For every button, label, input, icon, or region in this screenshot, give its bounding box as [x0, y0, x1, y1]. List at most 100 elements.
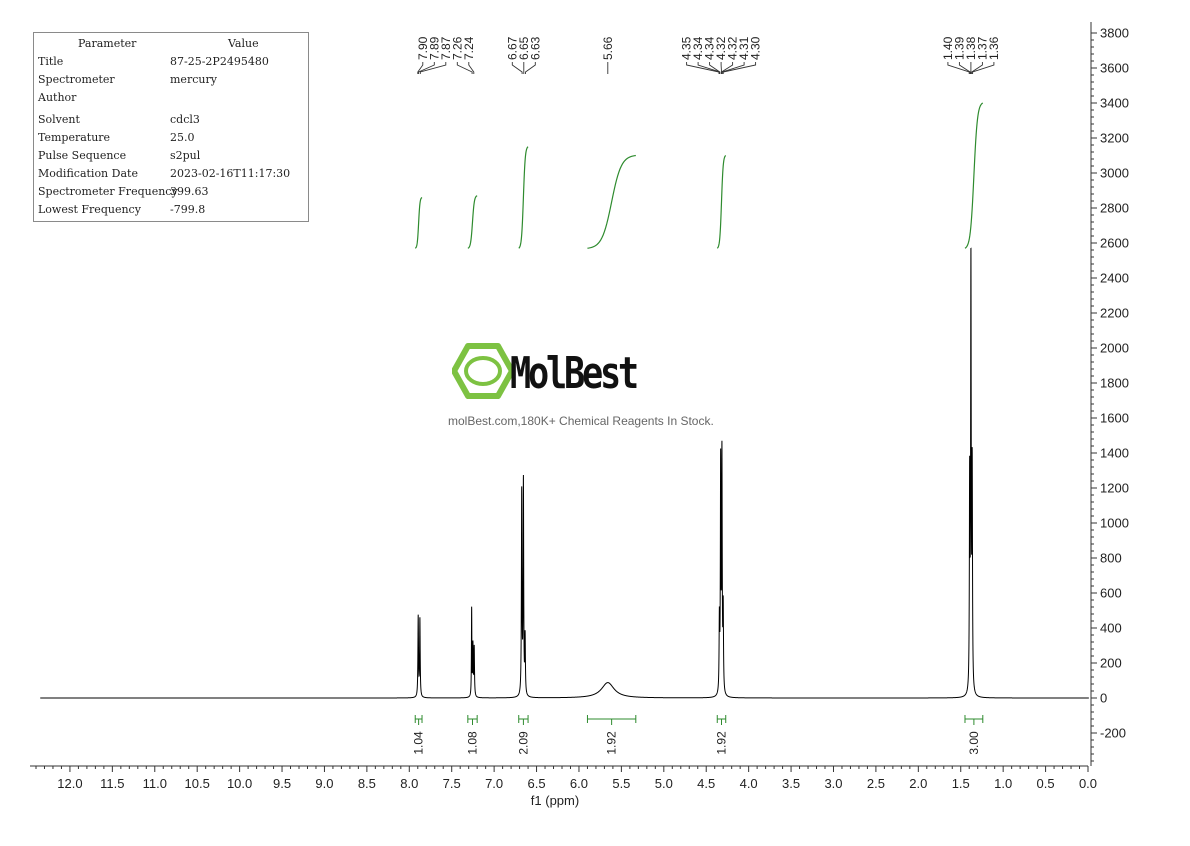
parameter-row: Lowest Frequency -799.8 — [38, 201, 304, 219]
peak-label: 7.24 — [462, 36, 476, 60]
y-tick-label: 2400 — [1100, 271, 1129, 286]
parameter-name: Spectrometer Frequency — [38, 183, 178, 201]
parameter-value: 399.63 — [170, 183, 209, 201]
x-tick-label: 4.0 — [740, 776, 758, 791]
peak-label: 5.66 — [601, 36, 615, 60]
parameter-value: 25.0 — [170, 129, 195, 147]
value-column-header: Value — [228, 35, 259, 53]
x-tick-label: 2.5 — [867, 776, 885, 791]
x-tick-label: 10.5 — [185, 776, 210, 791]
parameter-name: Temperature — [38, 129, 110, 147]
integral-curve — [587, 156, 635, 249]
x-tick-label: 8.5 — [358, 776, 376, 791]
parameter-name: Author — [38, 89, 76, 107]
x-tick-label: 7.5 — [443, 776, 461, 791]
molbest-watermark: MolBest molBest.com,180K+ Chemical Reage… — [440, 340, 750, 440]
parameter-row: Author — [38, 89, 304, 107]
parameter-value: -799.8 — [170, 201, 205, 219]
parameter-name: Title — [38, 53, 63, 71]
x-tick-label: 3.5 — [782, 776, 800, 791]
integral-value: 1.92 — [605, 731, 619, 755]
integral-curve — [717, 156, 725, 249]
x-tick-label: 1.5 — [952, 776, 970, 791]
x-tick-label: 11.0 — [143, 776, 167, 791]
peak-label-connector — [973, 62, 994, 74]
parameter-value: mercury — [170, 71, 217, 89]
parameter-name: Solvent — [38, 111, 80, 129]
y-tick-label: 1600 — [1100, 411, 1129, 426]
x-tick-label: 2.0 — [909, 776, 927, 791]
peak-label-connector — [457, 62, 472, 74]
x-tick-label: 9.0 — [315, 776, 333, 791]
y-axis: -200020040060080010001200140016001800200… — [1091, 22, 1129, 766]
parameter-name: Spectrometer — [38, 71, 115, 89]
parameter-name: Pulse Sequence — [38, 147, 126, 165]
x-tick-label: 9.5 — [273, 776, 291, 791]
integral-curves — [415, 103, 983, 248]
y-tick-label: 0 — [1100, 691, 1107, 706]
integral-value: 2.09 — [516, 731, 530, 755]
parameter-row: Spectrometer mercury — [38, 71, 304, 89]
x-tick-label: 8.0 — [400, 776, 418, 791]
x-tick-label: 7.0 — [485, 776, 503, 791]
y-tick-label: -200 — [1100, 726, 1126, 741]
parameter-table-header: Parameter Value — [38, 35, 304, 53]
watermark-tagline: molBest.com,180K+ Chemical Reagents In S… — [448, 414, 714, 428]
integral-curve — [468, 196, 477, 249]
integral-value: 3.00 — [967, 731, 981, 755]
spectrum-line — [40, 248, 1089, 698]
x-axis-label: f1 (ppm) — [531, 793, 579, 808]
integral-value: 1.92 — [715, 731, 729, 755]
integral-value: 1.08 — [466, 731, 480, 755]
x-tick-label: 0.0 — [1079, 776, 1097, 791]
y-tick-label: 3400 — [1100, 96, 1129, 111]
parameter-value: s2pul — [170, 147, 200, 165]
y-tick-label: 1400 — [1100, 446, 1129, 461]
parameter-row: Title 87-25-2P2495480 — [38, 53, 304, 71]
y-tick-label: 800 — [1100, 551, 1122, 566]
y-tick-label: 3800 — [1100, 26, 1129, 41]
y-tick-label: 1800 — [1100, 376, 1129, 391]
peak-label-connector — [512, 62, 522, 74]
y-tick-label: 2600 — [1100, 236, 1129, 251]
peak-label-connector — [420, 62, 446, 74]
integral-value: 1.04 — [412, 731, 426, 755]
parameter-name: Modification Date — [38, 165, 138, 183]
y-tick-label: 2200 — [1100, 306, 1129, 321]
x-tick-label: 12.0 — [57, 776, 82, 791]
y-tick-label: 200 — [1100, 656, 1122, 671]
y-tick-label: 3600 — [1100, 61, 1129, 76]
parameter-row: Pulse Sequence s2pul — [38, 147, 304, 165]
x-tick-label: 3.0 — [824, 776, 842, 791]
peak-label: 6.63 — [528, 36, 542, 60]
watermark-brand: MolBest — [510, 348, 636, 399]
parameter-column-header: Parameter — [78, 35, 136, 53]
x-tick-label: 10.0 — [227, 776, 252, 791]
y-tick-label: 1000 — [1100, 516, 1129, 531]
x-tick-label: 6.5 — [528, 776, 546, 791]
x-tick-label: 1.0 — [994, 776, 1012, 791]
y-tick-label: 3000 — [1100, 166, 1129, 181]
y-tick-label: 2800 — [1100, 201, 1129, 216]
y-tick-label: 3200 — [1100, 131, 1129, 146]
integral-markers: 1.04 1.08 2.09 1.92 1.92 3.00 — [412, 715, 983, 755]
integral-curve — [965, 103, 983, 248]
parameter-name: Lowest Frequency — [38, 201, 141, 219]
y-tick-label: 2000 — [1100, 341, 1129, 356]
x-tick-label: 4.5 — [697, 776, 715, 791]
y-tick-label: 1200 — [1100, 481, 1129, 496]
peak-label-connector — [526, 62, 536, 74]
parameter-row: Temperature 25.0 — [38, 129, 304, 147]
spectrum-trace — [40, 248, 1089, 698]
peak-label: 4.30 — [749, 36, 763, 60]
benzene-hexagon-icon — [452, 342, 514, 400]
peak-label-connector — [469, 62, 474, 74]
parameter-value: 87-25-2P2495480 — [170, 53, 269, 71]
x-tick-label: 5.0 — [655, 776, 673, 791]
